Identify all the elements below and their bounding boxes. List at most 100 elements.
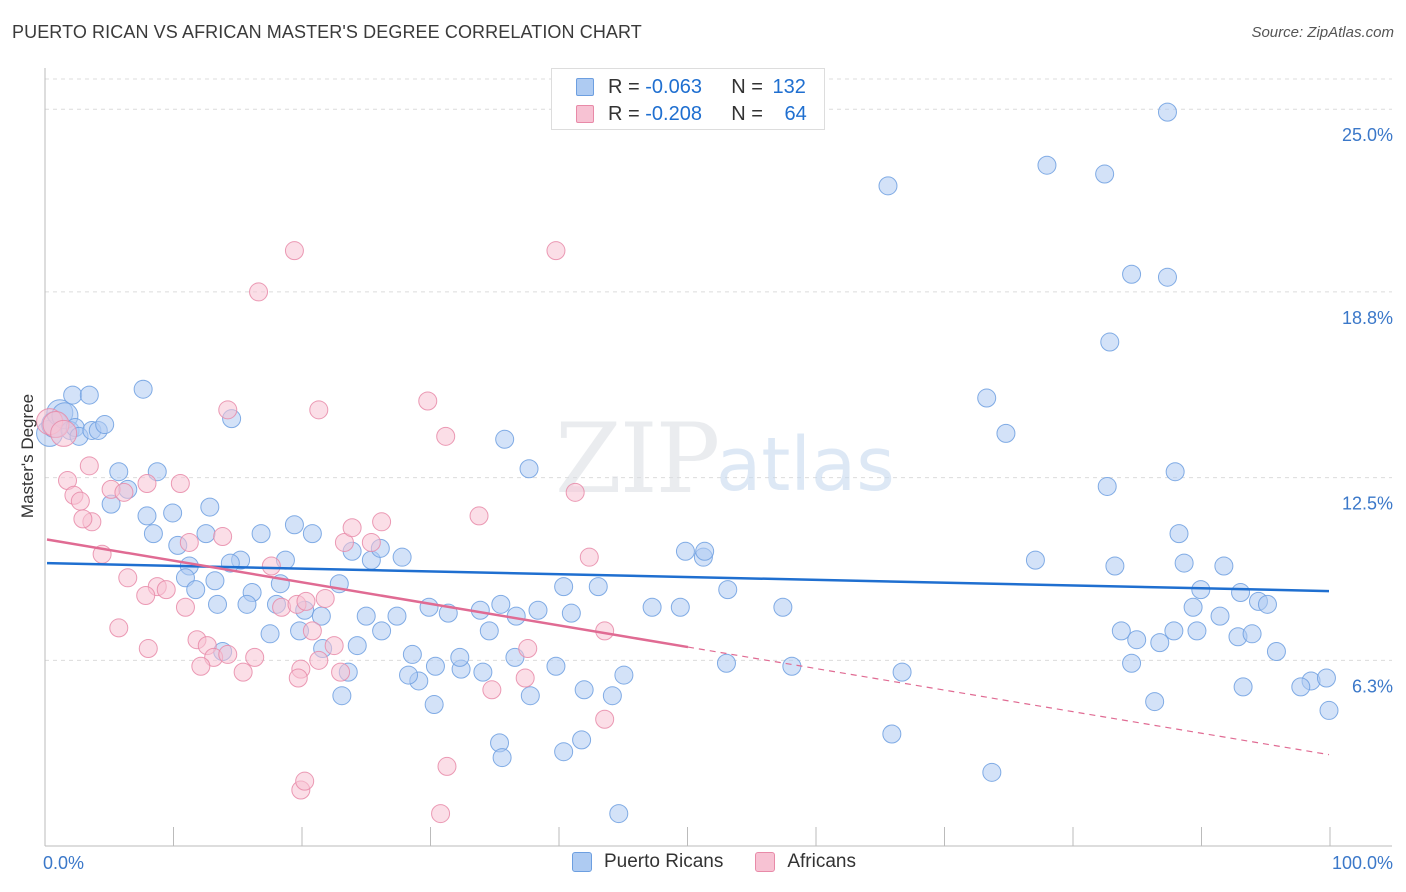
data-point: [284, 241, 304, 261]
data-point: [588, 577, 608, 597]
data-point: [1157, 102, 1177, 122]
data-point: [716, 653, 736, 673]
data-point: [1105, 556, 1125, 576]
data-point: [175, 597, 195, 617]
legend-label-africans: Africans: [787, 851, 856, 872]
data-point: [1165, 462, 1185, 482]
data-point: [450, 647, 470, 667]
data-point: [425, 656, 445, 676]
data-point: [179, 532, 199, 552]
data-point: [424, 695, 444, 715]
trend-lines: [46, 538, 1330, 756]
data-point: [1100, 332, 1120, 352]
data-point: [695, 541, 715, 561]
data-point: [1257, 594, 1277, 614]
data-point: [1111, 621, 1131, 641]
data-point: [546, 656, 566, 676]
data-point: [773, 597, 793, 617]
data-point: [137, 506, 157, 526]
data-point: [249, 282, 269, 302]
data-point: [245, 647, 265, 667]
data-point: [79, 385, 99, 405]
series-puerto-ricans: [36, 102, 1339, 824]
n-label: N =: [731, 102, 769, 125]
data-point: [579, 547, 599, 567]
data-point: [1316, 668, 1336, 688]
data-point: [399, 665, 419, 685]
data-point: [163, 503, 183, 523]
data-point: [718, 580, 738, 600]
data-point: [565, 482, 585, 502]
data-point: [602, 686, 622, 706]
data-point: [73, 509, 93, 529]
data-point: [418, 391, 438, 411]
data-point: [196, 524, 216, 544]
data-point: [528, 600, 548, 620]
data-point: [332, 686, 352, 706]
data-point: [892, 662, 912, 682]
legend-row-puerto-ricans: R = -0.063 N = 132: [576, 74, 806, 100]
axes: [44, 68, 1392, 847]
series-africans: [36, 241, 615, 824]
data-point: [1150, 633, 1170, 653]
data-point: [574, 680, 594, 700]
data-point: [1242, 624, 1262, 644]
data-point: [482, 680, 502, 700]
data-point: [200, 497, 220, 517]
data-point: [495, 429, 515, 449]
data-points: [36, 102, 1339, 824]
legend-swatch-africans: [755, 852, 776, 872]
data-point: [208, 594, 228, 614]
data-point: [114, 482, 134, 502]
data-point: [473, 662, 493, 682]
data-point: [137, 473, 157, 493]
data-point: [251, 524, 271, 544]
r-value: -0.208: [645, 102, 702, 125]
legend-swatch-puerto-ricans: [572, 852, 592, 872]
y-axis-label: Master's Degree: [18, 393, 37, 519]
data-point: [515, 668, 535, 688]
y-tick-label: 18.8%: [1342, 308, 1393, 328]
data-point: [260, 624, 280, 644]
data-point: [133, 379, 153, 399]
watermark-atlas: atlas: [716, 422, 895, 508]
data-point: [356, 606, 376, 626]
data-point: [1122, 653, 1142, 673]
data-point: [186, 580, 206, 600]
legend-item-puerto-ricans[interactable]: Puerto Ricans: [572, 851, 723, 873]
data-point: [519, 459, 539, 479]
legend-item-africans[interactable]: Africans: [755, 851, 856, 873]
data-point: [1231, 583, 1251, 603]
y-tick-label: 12.5%: [1342, 494, 1393, 514]
data-point: [402, 644, 422, 664]
data-point: [982, 762, 1002, 782]
data-point: [296, 591, 316, 611]
y-tick-label: 25.0%: [1342, 125, 1393, 145]
trend-line-africans-extension: [687, 646, 1330, 756]
data-point: [675, 541, 695, 561]
data-point: [218, 644, 238, 664]
data-point: [1233, 677, 1253, 697]
data-point: [295, 771, 315, 791]
data-point: [1214, 556, 1234, 576]
trend-line-africans: [46, 538, 689, 649]
data-point: [118, 568, 138, 588]
n-value: 132: [772, 75, 806, 98]
data-point: [878, 176, 898, 196]
data-point: [1174, 553, 1194, 573]
data-point: [136, 585, 156, 605]
data-point: [518, 639, 538, 659]
data-point: [1037, 155, 1057, 175]
data-point: [309, 400, 329, 420]
data-point: [302, 621, 322, 641]
data-point: [109, 462, 129, 482]
data-point: [302, 524, 322, 544]
legend-label-puerto-ricans: Puerto Ricans: [604, 851, 724, 872]
x-tick-label: 0.0%: [43, 853, 84, 873]
y-tick-label: 6.3%: [1352, 676, 1393, 696]
data-point: [1145, 692, 1165, 712]
data-point: [372, 621, 392, 641]
data-point: [492, 748, 512, 768]
data-point: [436, 426, 456, 446]
